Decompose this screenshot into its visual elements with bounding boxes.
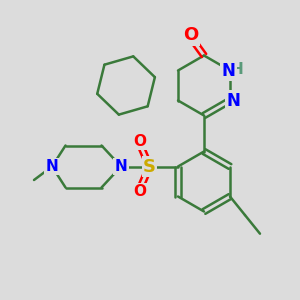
Text: N: N bbox=[115, 159, 128, 174]
Text: N: N bbox=[221, 61, 236, 80]
Text: H: H bbox=[230, 61, 243, 76]
Text: O: O bbox=[133, 184, 146, 199]
Text: O: O bbox=[133, 134, 146, 149]
Text: N: N bbox=[46, 159, 59, 174]
Text: O: O bbox=[183, 26, 198, 44]
Text: N: N bbox=[226, 92, 241, 110]
Text: S: S bbox=[143, 158, 156, 175]
